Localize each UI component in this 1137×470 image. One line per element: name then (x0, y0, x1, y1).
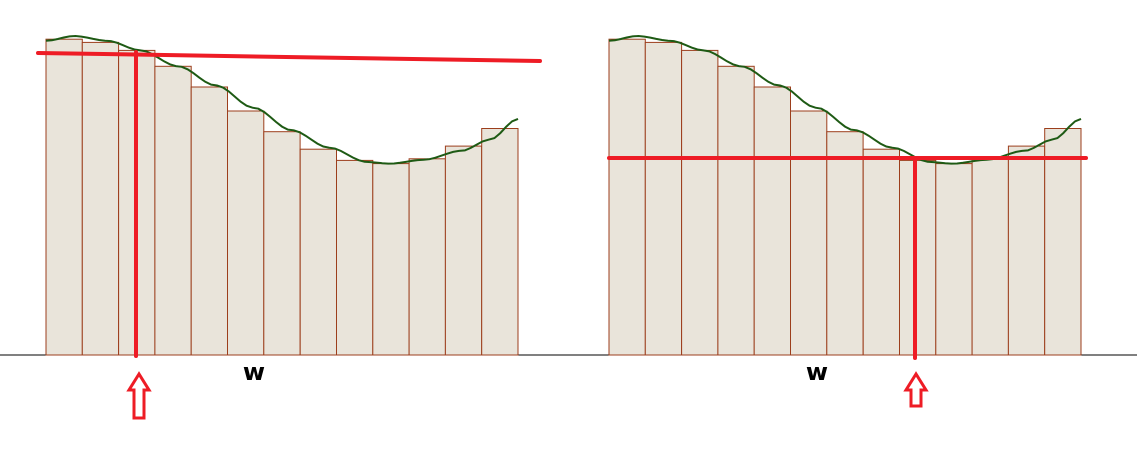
histogram-bar (81, 41, 120, 356)
right-panel: w (607, 34, 1088, 408)
histogram-bar (1044, 128, 1082, 356)
histogram-bar (644, 41, 683, 356)
histogram-bar (299, 148, 338, 356)
histogram-bar (899, 159, 937, 356)
left-up-arrow-icon (126, 371, 152, 420)
histogram-bar (717, 65, 755, 356)
left-bars (45, 38, 519, 356)
histogram-bar (753, 86, 792, 356)
histogram-bar (971, 158, 1009, 356)
histogram-bar (481, 128, 519, 356)
histogram-bar (263, 131, 301, 356)
left-sloped-level-line (36, 51, 542, 63)
left-curve (45, 34, 519, 165)
histogram-bar (227, 110, 265, 356)
left-panel: w (36, 34, 542, 420)
left-axis-label: w (243, 358, 265, 386)
histogram-bar (608, 38, 646, 356)
histogram-bar (790, 110, 828, 356)
histogram-bar (372, 163, 410, 356)
histogram-bar (1007, 145, 1046, 356)
histogram-bar (45, 38, 83, 356)
histogram-bar (935, 163, 973, 356)
histogram-bar (681, 49, 719, 356)
histogram-bar (336, 159, 374, 356)
histogram-bar (190, 86, 228, 356)
right-axis-label: w (806, 358, 828, 386)
histogram-bar (862, 148, 901, 356)
histogram-bar (826, 131, 864, 356)
right-bars (608, 38, 1082, 356)
histogram-bar (408, 158, 446, 356)
histogram-bar (444, 145, 483, 356)
right-up-arrow-icon (903, 371, 929, 408)
histogram-bar (154, 65, 192, 356)
